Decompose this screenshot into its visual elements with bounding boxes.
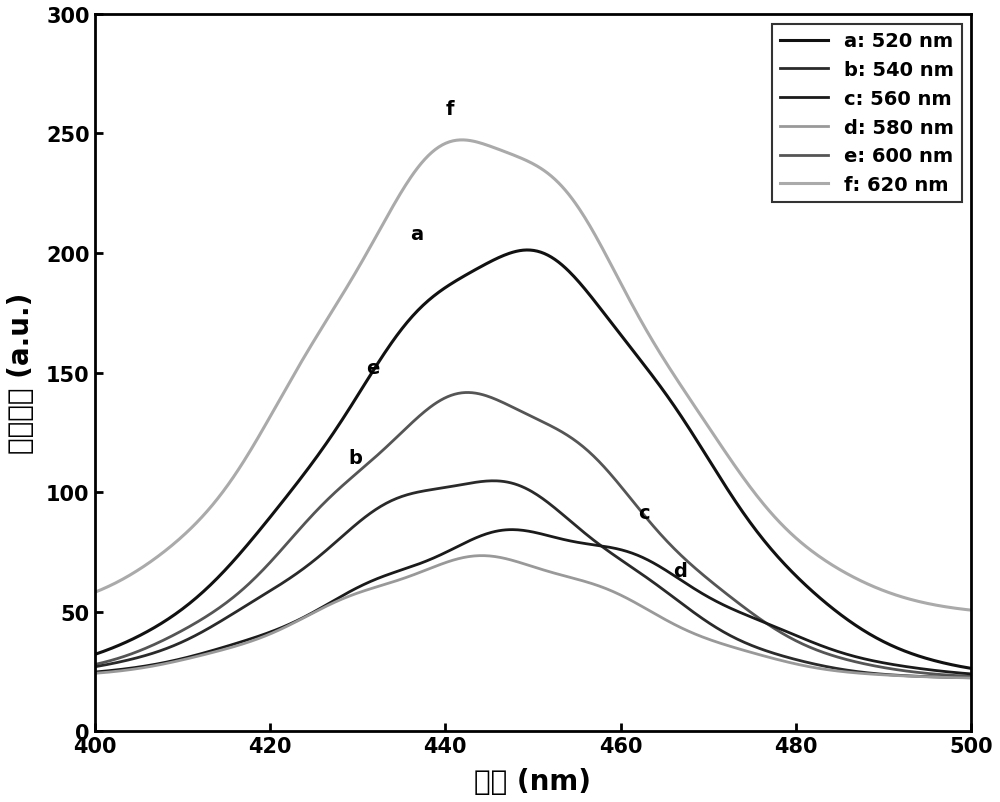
Text: f: f bbox=[445, 100, 454, 119]
Line: d: 580 nm: d: 580 nm bbox=[95, 556, 971, 678]
c: 560 nm: (400, 24.7): 560 nm: (400, 24.7) bbox=[89, 667, 101, 677]
e: 600 nm: (448, 135): 600 nm: (448, 135) bbox=[507, 403, 519, 412]
f: 620 nm: (500, 50.6): 620 nm: (500, 50.6) bbox=[965, 606, 977, 615]
f: 620 nm: (498, 51.6): 620 nm: (498, 51.6) bbox=[946, 603, 958, 613]
Line: e: 600 nm: e: 600 nm bbox=[95, 393, 971, 676]
Line: b: 540 nm: b: 540 nm bbox=[95, 481, 971, 678]
Text: b: b bbox=[349, 449, 363, 468]
a: 520 nm: (498, 27.7): 520 nm: (498, 27.7) bbox=[946, 660, 958, 670]
f: 620 nm: (400, 58): 620 nm: (400, 58) bbox=[89, 588, 101, 597]
d: 580 nm: (498, 22.4): 580 nm: (498, 22.4) bbox=[946, 673, 958, 683]
b: 540 nm: (500, 22.3): 540 nm: (500, 22.3) bbox=[965, 673, 977, 683]
b: 540 nm: (400, 26.9): 540 nm: (400, 26.9) bbox=[89, 662, 101, 672]
a: 520 nm: (482, 57.6): 520 nm: (482, 57.6) bbox=[809, 589, 821, 598]
c: 560 nm: (460, 76.2): 560 nm: (460, 76.2) bbox=[612, 545, 624, 554]
a: 520 nm: (449, 201): 520 nm: (449, 201) bbox=[521, 246, 533, 256]
a: 520 nm: (454, 192): 520 nm: (454, 192) bbox=[565, 269, 577, 278]
Text: a: a bbox=[410, 225, 423, 243]
Line: c: 560 nm: c: 560 nm bbox=[95, 530, 971, 674]
Text: d: d bbox=[673, 561, 687, 580]
e: 600 nm: (498, 23.3): 600 nm: (498, 23.3) bbox=[946, 670, 958, 680]
c: 560 nm: (500, 23.9): 560 nm: (500, 23.9) bbox=[965, 669, 977, 678]
Line: a: 520 nm: a: 520 nm bbox=[95, 251, 971, 669]
a: 520 nm: (400, 32): 520 nm: (400, 32) bbox=[89, 650, 101, 659]
c: 560 nm: (448, 84.2): 560 nm: (448, 84.2) bbox=[512, 525, 524, 535]
a: 520 nm: (500, 26.2): 520 nm: (500, 26.2) bbox=[965, 664, 977, 674]
d: 580 nm: (500, 22.3): 580 nm: (500, 22.3) bbox=[965, 673, 977, 683]
b: 540 nm: (445, 105): 540 nm: (445, 105) bbox=[487, 476, 499, 486]
c: 560 nm: (448, 84.3): 560 nm: (448, 84.3) bbox=[507, 525, 519, 535]
e: 600 nm: (460, 104): 600 nm: (460, 104) bbox=[612, 479, 624, 488]
c: 560 nm: (454, 79.5): 560 nm: (454, 79.5) bbox=[565, 537, 577, 546]
d: 580 nm: (448, 70.8): 580 nm: (448, 70.8) bbox=[512, 557, 524, 567]
f: 620 nm: (482, 74.4): 620 nm: (482, 74.4) bbox=[809, 549, 821, 558]
f: 620 nm: (448, 241): 620 nm: (448, 241) bbox=[507, 151, 519, 160]
f: 620 nm: (454, 224): 620 nm: (454, 224) bbox=[565, 192, 577, 202]
d: 580 nm: (454, 64.2): 580 nm: (454, 64.2) bbox=[565, 573, 577, 582]
d: 580 nm: (482, 26.5): 580 nm: (482, 26.5) bbox=[809, 663, 821, 673]
a: 520 nm: (447, 200): 520 nm: (447, 200) bbox=[505, 249, 517, 258]
f: 620 nm: (448, 240): 620 nm: (448, 240) bbox=[512, 153, 524, 163]
b: 540 nm: (498, 22.5): 540 nm: (498, 22.5) bbox=[946, 673, 958, 683]
e: 600 nm: (454, 123): 600 nm: (454, 123) bbox=[565, 433, 577, 443]
f: 620 nm: (442, 247): 620 nm: (442, 247) bbox=[456, 136, 468, 145]
Text: e: e bbox=[366, 358, 380, 377]
d: 580 nm: (400, 24.2): 580 nm: (400, 24.2) bbox=[89, 669, 101, 678]
b: 540 nm: (482, 28): 540 nm: (482, 28) bbox=[809, 659, 821, 669]
a: 520 nm: (460, 167): 520 nm: (460, 167) bbox=[612, 327, 624, 337]
e: 600 nm: (482, 34.2): 600 nm: (482, 34.2) bbox=[809, 645, 821, 654]
c: 560 nm: (447, 84.3): 560 nm: (447, 84.3) bbox=[505, 525, 517, 535]
Text: c: c bbox=[638, 504, 650, 523]
e: 600 nm: (442, 142): 600 nm: (442, 142) bbox=[461, 388, 473, 398]
Y-axis label: 荧光强度 (a.u.): 荧光强度 (a.u.) bbox=[7, 293, 35, 454]
b: 540 nm: (448, 103): 540 nm: (448, 103) bbox=[512, 480, 524, 490]
d: 580 nm: (448, 71.4): 580 nm: (448, 71.4) bbox=[507, 556, 519, 565]
b: 540 nm: (454, 87.8): 540 nm: (454, 87.8) bbox=[565, 516, 577, 526]
Legend: a: 520 nm, b: 540 nm, c: 560 nm, d: 580 nm, e: 600 nm, f: 620 nm: a: 520 nm, b: 540 nm, c: 560 nm, d: 580 … bbox=[772, 25, 962, 203]
X-axis label: 波长 (nm): 波长 (nm) bbox=[474, 767, 591, 795]
b: 540 nm: (448, 104): 540 nm: (448, 104) bbox=[507, 479, 519, 488]
e: 600 nm: (500, 22.9): 600 nm: (500, 22.9) bbox=[965, 671, 977, 681]
d: 580 nm: (460, 57.4): 580 nm: (460, 57.4) bbox=[612, 589, 624, 599]
e: 600 nm: (400, 27.8): 600 nm: (400, 27.8) bbox=[89, 660, 101, 670]
c: 560 nm: (482, 36.8): 560 nm: (482, 36.8) bbox=[809, 638, 821, 648]
c: 560 nm: (498, 24.6): 560 nm: (498, 24.6) bbox=[946, 667, 958, 677]
Line: f: 620 nm: f: 620 nm bbox=[95, 140, 971, 610]
a: 520 nm: (448, 201): 520 nm: (448, 201) bbox=[510, 247, 522, 257]
e: 600 nm: (448, 134): 600 nm: (448, 134) bbox=[512, 406, 524, 415]
d: 580 nm: (444, 73.4): 580 nm: (444, 73.4) bbox=[475, 551, 487, 561]
f: 620 nm: (460, 189): 620 nm: (460, 189) bbox=[612, 274, 624, 284]
b: 540 nm: (460, 72.4): 540 nm: (460, 72.4) bbox=[612, 553, 624, 563]
